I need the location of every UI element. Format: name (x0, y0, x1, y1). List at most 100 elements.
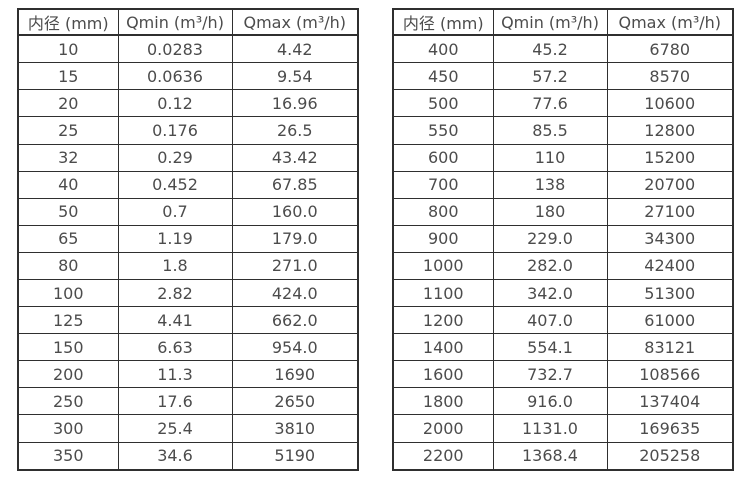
cell-qmax: 4.42 (231, 34, 359, 64)
cell-qmin: 57.2 (492, 62, 608, 91)
cell-qmin: 407.0 (492, 306, 608, 335)
cell-qmax: 12800 (606, 116, 734, 145)
cell-qmin: 4.41 (117, 306, 233, 335)
table-row: 200 11.3 1690 (17, 360, 359, 389)
flow-table-small-diameters: 内径 (mm) Qmin (m³/h) Qmax (m³/h) 10 0.028… (17, 8, 359, 471)
cell-qmin: 2.82 (117, 279, 233, 308)
cell-diameter: 800 (392, 197, 494, 226)
cell-qmax: 424.0 (231, 279, 359, 308)
table-row: 550 85.5 12800 (392, 116, 734, 145)
cell-qmax: 137404 (606, 387, 734, 416)
table-row: 1600 732.7 108566 (392, 360, 734, 389)
cell-diameter: 350 (17, 441, 119, 471)
cell-diameter: 1600 (392, 360, 494, 389)
cell-diameter: 1100 (392, 279, 494, 308)
cell-diameter: 65 (17, 224, 119, 253)
table-row: 350 34.6 5190 (17, 441, 359, 471)
cell-diameter: 900 (392, 224, 494, 253)
cell-qmin: 110 (492, 143, 608, 172)
cell-qmax: 34300 (606, 224, 734, 253)
cell-qmax: 20700 (606, 170, 734, 199)
cell-qmax: 83121 (606, 333, 734, 362)
cell-qmax: 3810 (231, 414, 359, 443)
cell-diameter: 1000 (392, 251, 494, 281)
cell-diameter: 50 (17, 197, 119, 226)
table-header: 内径 (mm) Qmin (m³/h) Qmax (m³/h) (17, 8, 359, 36)
cell-qmin: 11.3 (117, 360, 233, 389)
cell-qmax: 1690 (231, 360, 359, 389)
cell-qmax: 9.54 (231, 62, 359, 91)
table-body: 10 0.0283 4.42 15 0.0636 9.54 20 0.12 16… (17, 34, 359, 471)
table-row: 50 0.7 160.0 (17, 197, 359, 226)
table-row: 1800 916.0 137404 (392, 387, 734, 416)
table-row: 20 0.12 16.96 (17, 89, 359, 118)
table-row: 100 2.82 424.0 (17, 279, 359, 308)
cell-diameter: 300 (17, 414, 119, 443)
cell-qmin: 1.19 (117, 224, 233, 253)
cell-diameter: 80 (17, 251, 119, 281)
table-row: 1100 342.0 51300 (392, 279, 734, 308)
table-row: 300 25.4 3810 (17, 414, 359, 443)
table-row: 80 1.8 271.0 (17, 251, 359, 281)
cell-qmax: 160.0 (231, 197, 359, 226)
header-row: 内径 (mm) Qmin (m³/h) Qmax (m³/h) (392, 8, 734, 36)
header-diameter: 内径 (mm) (17, 8, 119, 36)
cell-qmin: 916.0 (492, 387, 608, 416)
table-row: 600 110 15200 (392, 143, 734, 172)
cell-qmin: 34.6 (117, 441, 233, 471)
cell-qmin: 0.0636 (117, 62, 233, 91)
cell-diameter: 2000 (392, 414, 494, 443)
table-row: 10 0.0283 4.42 (17, 34, 359, 64)
cell-qmin: 0.452 (117, 170, 233, 199)
header-qmax: Qmax (m³/h) (606, 8, 734, 36)
cell-qmin: 180 (492, 197, 608, 226)
table-row: 400 45.2 6780 (392, 34, 734, 64)
cell-diameter: 450 (392, 62, 494, 91)
table-row: 450 57.2 8570 (392, 62, 734, 91)
cell-qmax: 42400 (606, 251, 734, 281)
table-header: 内径 (mm) Qmin (m³/h) Qmax (m³/h) (392, 8, 734, 36)
table-row: 65 1.19 179.0 (17, 224, 359, 253)
cell-qmax: 6780 (606, 34, 734, 64)
cell-diameter: 15 (17, 62, 119, 91)
cell-qmax: 2650 (231, 387, 359, 416)
cell-qmax: 26.5 (231, 116, 359, 145)
cell-qmin: 25.4 (117, 414, 233, 443)
table-row: 1400 554.1 83121 (392, 333, 734, 362)
table-row: 25 0.176 26.5 (17, 116, 359, 145)
table-row: 1200 407.0 61000 (392, 306, 734, 335)
cell-qmax: 108566 (606, 360, 734, 389)
cell-diameter: 250 (17, 387, 119, 416)
header-qmin: Qmin (m³/h) (117, 8, 233, 36)
cell-qmax: 179.0 (231, 224, 359, 253)
cell-qmin: 77.6 (492, 89, 608, 118)
cell-qmin: 6.63 (117, 333, 233, 362)
cell-qmax: 662.0 (231, 306, 359, 335)
cell-qmin: 1368.4 (492, 441, 608, 471)
table-row: 250 17.6 2650 (17, 387, 359, 416)
cell-diameter: 600 (392, 143, 494, 172)
table-row: 32 0.29 43.42 (17, 143, 359, 172)
cell-qmax: 205258 (606, 441, 734, 471)
table-row: 40 0.452 67.85 (17, 170, 359, 199)
cell-diameter: 1400 (392, 333, 494, 362)
cell-diameter: 25 (17, 116, 119, 145)
cell-qmax: 61000 (606, 306, 734, 335)
cell-qmin: 0.29 (117, 143, 233, 172)
cell-diameter: 700 (392, 170, 494, 199)
header-row: 内径 (mm) Qmin (m³/h) Qmax (m³/h) (17, 8, 359, 36)
header-diameter: 内径 (mm) (392, 8, 494, 36)
cell-qmin: 45.2 (492, 34, 608, 64)
cell-diameter: 40 (17, 170, 119, 199)
cell-qmax: 954.0 (231, 333, 359, 362)
cell-qmax: 15200 (606, 143, 734, 172)
table-row: 150 6.63 954.0 (17, 333, 359, 362)
table-row: 2200 1368.4 205258 (392, 441, 734, 471)
table-row: 800 180 27100 (392, 197, 734, 226)
cell-qmax: 51300 (606, 279, 734, 308)
cell-qmin: 1131.0 (492, 414, 608, 443)
header-qmax: Qmax (m³/h) (231, 8, 359, 36)
cell-qmin: 342.0 (492, 279, 608, 308)
cell-qmin: 0.12 (117, 89, 233, 118)
